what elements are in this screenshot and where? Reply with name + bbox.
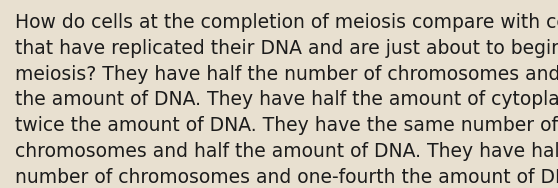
Text: How do cells at the completion of meiosis compare with cells
that have replicate: How do cells at the completion of meiosi… xyxy=(15,13,558,187)
